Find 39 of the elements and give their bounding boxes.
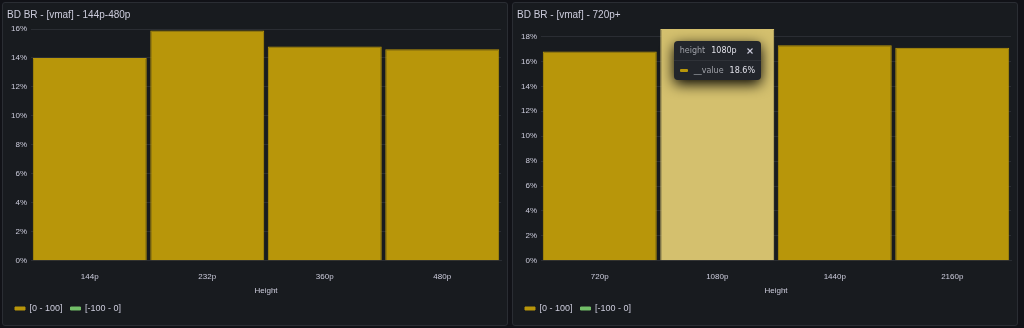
legend-label: [0 - 100] <box>539 302 573 313</box>
y-tick-label: 2% <box>525 231 538 241</box>
x-tick-label: 360p <box>315 271 335 281</box>
x-tick-label: 480p <box>433 271 452 281</box>
y-tick-label: 2% <box>15 227 28 237</box>
annotation: height <box>679 46 706 55</box>
y-tick-label: 10% <box>521 131 538 141</box>
y-tick-label: 4% <box>15 198 28 208</box>
x-tick-label: 232p <box>198 271 217 281</box>
x-axis-title: Height <box>254 286 279 296</box>
y-tick-label: 12% <box>11 82 28 92</box>
y-tick-label: 8% <box>15 140 28 150</box>
legend-label: [-100 - 0] <box>595 302 632 313</box>
y-tick-label: 4% <box>525 206 538 216</box>
y-tick-label: 14% <box>11 53 28 63</box>
y-tick-label: 14% <box>521 81 538 91</box>
legend-label: [0 - 100] <box>29 302 63 313</box>
x-tick-label: 144p <box>80 271 100 281</box>
y-tick-label: 0% <box>525 256 538 265</box>
x-axis-title: Height <box>764 286 789 296</box>
annotation: __value <box>693 66 724 75</box>
y-tick-label: 10% <box>11 111 28 121</box>
y-tick-label: 18% <box>521 31 538 41</box>
x-tick-label: 720p <box>590 271 610 281</box>
x-tick-label: 2160p <box>941 271 964 281</box>
annotation: 18.6% <box>729 66 756 75</box>
y-tick-label: 16% <box>11 24 28 34</box>
y-tick-label: 0% <box>15 256 28 265</box>
x-tick-label: 1080p <box>706 271 729 281</box>
y-tick-label: 12% <box>521 106 538 116</box>
y-tick-label: 16% <box>521 56 538 66</box>
annotation: 1080p <box>711 46 737 55</box>
y-tick-label: 6% <box>15 169 28 179</box>
chart-title: BD BR - [vmaf] - 144p-480p <box>7 8 131 20</box>
x-tick-label: 1440p <box>823 271 847 281</box>
legend-label: [-100 - 0] <box>85 302 122 313</box>
y-tick-label: 6% <box>525 181 538 191</box>
chart-title: BD BR - [vmaf] - 720p+ <box>517 8 621 20</box>
y-tick-label: 8% <box>525 156 538 166</box>
